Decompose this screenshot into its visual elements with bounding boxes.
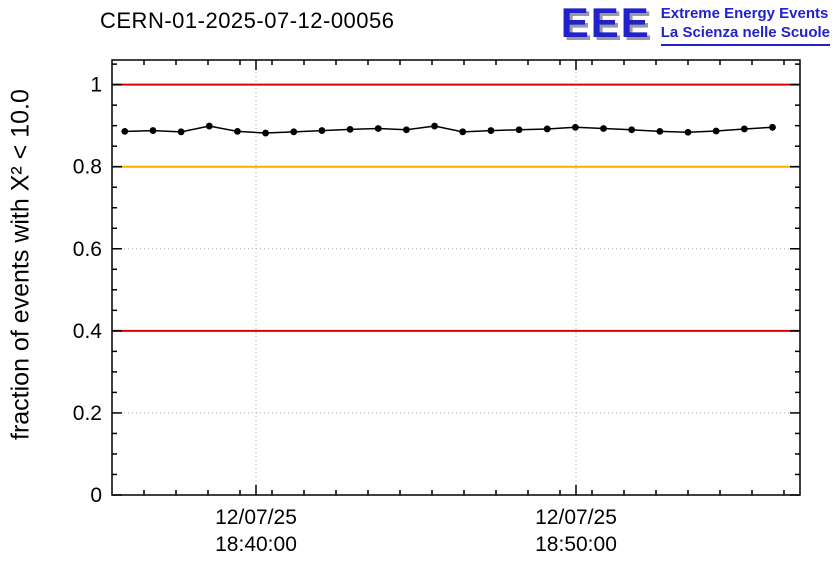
data-point bbox=[740, 125, 748, 133]
y-tick-label: 0.6 bbox=[73, 238, 102, 261]
data-point bbox=[571, 123, 579, 131]
x-tick-label-date: 12/07/25 bbox=[535, 506, 617, 529]
data-point bbox=[290, 128, 298, 136]
data-point bbox=[374, 125, 382, 132]
data-point bbox=[403, 126, 410, 134]
x-tick-label-time: 18:40:00 bbox=[215, 533, 297, 556]
y-tick-label: 0.4 bbox=[73, 320, 103, 343]
y-tick-label: 1 bbox=[90, 74, 102, 97]
axis-tick-labels: 0 0.2 0.4 0.6 0.8 1 12/07/25 18:40:00 12/07/25 18… bbox=[73, 74, 617, 556]
data-point bbox=[262, 129, 269, 137]
eee-logo: EEE Extreme Energy Events La Scienza nel… bbox=[560, 0, 830, 46]
data-point bbox=[684, 128, 692, 136]
data-point bbox=[515, 126, 523, 134]
eee-logo-text: Extreme Energy Events La Scienza nelle S… bbox=[660, 4, 830, 46]
data-point bbox=[628, 126, 636, 134]
x-tick-label-date: 12/07/25 bbox=[215, 506, 297, 529]
y-tick-label: 0 bbox=[90, 484, 102, 507]
grid-lines bbox=[112, 60, 800, 495]
data-point bbox=[234, 128, 241, 135]
eee-logo-line2: La Scienza nelle Scuole bbox=[660, 24, 830, 41]
data-point bbox=[205, 122, 213, 130]
eee-logo-acronym: EEE bbox=[560, 0, 651, 46]
y-tick-label: 0.8 bbox=[73, 156, 102, 179]
data-point bbox=[177, 128, 185, 136]
y-axis-label: fraction of events with X² < 10.0 bbox=[6, 89, 35, 441]
plot-title: CERN-01-2025-07-12-00056 bbox=[100, 8, 395, 33]
data-point bbox=[487, 127, 495, 134]
data-point bbox=[459, 128, 467, 136]
data-point bbox=[656, 128, 664, 135]
data-point bbox=[346, 125, 354, 133]
data-point bbox=[121, 128, 129, 135]
y-tick-label: 0.2 bbox=[73, 402, 102, 425]
axis-ticks bbox=[112, 60, 800, 496]
eee-logo-line1: Extreme Energy Events bbox=[660, 5, 829, 22]
data-point bbox=[600, 125, 607, 132]
data-point bbox=[431, 122, 438, 130]
data-point bbox=[318, 127, 326, 134]
data-series bbox=[121, 122, 776, 137]
x-tick-label-time: 18:50:00 bbox=[535, 533, 617, 556]
data-point bbox=[769, 123, 776, 131]
plot-frame bbox=[111, 59, 801, 496]
data-point bbox=[712, 127, 720, 135]
data-point bbox=[149, 127, 157, 134]
data-point bbox=[543, 125, 551, 133]
